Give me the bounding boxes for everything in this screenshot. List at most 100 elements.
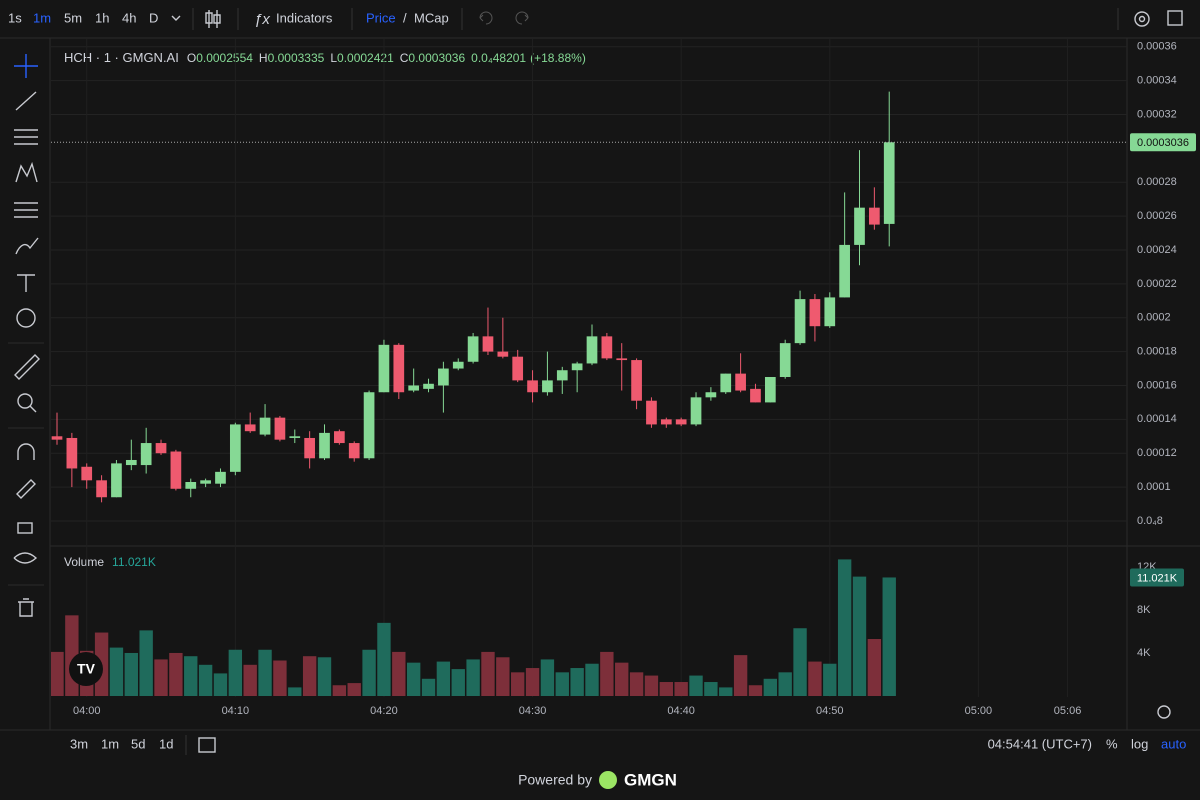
candle-body — [378, 344, 390, 393]
candle-body — [690, 397, 702, 425]
volume-bar — [184, 656, 198, 696]
candle-body — [854, 207, 865, 245]
pattern-tool[interactable] — [15, 161, 38, 183]
interval-button[interactable]: 1h — [95, 10, 109, 25]
volume-bar — [748, 685, 763, 696]
volume-bar — [421, 678, 436, 696]
stay-drawing-tool[interactable] — [16, 479, 36, 499]
axis-settings-icon[interactable] — [1157, 705, 1171, 719]
y-tick-label: 0.00024 — [1137, 244, 1177, 256]
volume-bar — [124, 652, 138, 696]
undo-icon[interactable] — [479, 11, 493, 25]
interval-button[interactable]: 1s — [8, 10, 22, 25]
chart-type-icon[interactable] — [205, 10, 221, 28]
candle-body — [660, 419, 672, 425]
visibility-tool[interactable] — [13, 552, 38, 564]
settings-icon[interactable] — [1134, 11, 1150, 27]
candle-body — [66, 437, 78, 469]
change-percent: (+18.88%) — [530, 51, 586, 65]
text-tool[interactable] — [17, 274, 35, 292]
log-toggle[interactable]: log — [1131, 736, 1148, 751]
candle-body — [111, 463, 122, 498]
volume-tick-label: 8K — [1137, 604, 1151, 616]
redo-icon[interactable] — [515, 11, 529, 25]
crosshair-tool[interactable] — [14, 54, 38, 78]
volume-bar — [169, 652, 183, 696]
volume-bar — [466, 659, 480, 696]
zoom-tool[interactable] — [17, 393, 33, 409]
x-tick-label: 04:00 — [73, 705, 101, 717]
brand: GMGN — [624, 770, 677, 789]
candle-body — [348, 443, 360, 459]
mcap-toggle[interactable]: MCap — [414, 10, 449, 25]
candle-body — [423, 383, 434, 389]
volume-bar — [198, 664, 213, 696]
volume-bar — [733, 655, 748, 696]
volume-bar — [540, 659, 555, 696]
brush-tool[interactable] — [15, 237, 39, 255]
forecast-tool[interactable] — [14, 202, 38, 218]
y-tick-label: 0.0001 — [1137, 481, 1171, 493]
remove-tool[interactable] — [18, 598, 34, 617]
trend-line-tool[interactable] — [15, 91, 37, 111]
candle-body — [81, 466, 93, 481]
candle-body — [883, 142, 895, 224]
lock-tool[interactable] — [17, 522, 33, 534]
candle-body — [616, 358, 628, 361]
volume-tick-label: 4K — [1137, 647, 1151, 659]
range-button[interactable]: 3m — [70, 736, 88, 751]
candle-body — [274, 417, 286, 440]
ruler-tool[interactable] — [14, 354, 40, 380]
date-range-icon[interactable] — [198, 737, 216, 753]
volume-bar — [406, 662, 421, 696]
powered-by: Powered by — [518, 772, 592, 788]
y-tick-label: 0.00026 — [1137, 210, 1177, 222]
fx-icon[interactable]: ƒx — [254, 11, 270, 28]
interval-button[interactable]: 1m — [33, 10, 51, 25]
volume-bar — [585, 663, 599, 696]
magnet-tool[interactable] — [17, 443, 35, 460]
candle-body — [155, 443, 167, 454]
last-price-label: 0.0003036 — [1137, 137, 1189, 149]
candle-body — [824, 297, 836, 327]
range-button[interactable]: 1d — [159, 736, 173, 751]
last-volume-badge — [1130, 568, 1184, 587]
candle-body — [215, 471, 226, 484]
volume-bar — [704, 682, 718, 696]
clock: 04:54:41 (UTC+7) — [988, 736, 1092, 751]
volume-bar — [109, 647, 124, 696]
axes: 0.0₄8 0.0001 0.00012 0.00014 0.00016 0.00018 0… — [51, 41, 1196, 717]
fib-tool[interactable] — [14, 129, 38, 145]
candle-body — [140, 443, 152, 466]
price-toggle[interactable]: Price — [366, 10, 396, 25]
volume-bar — [867, 638, 882, 696]
indicators-button[interactable]: Indicators — [276, 10, 333, 25]
legend-label: O — [187, 51, 196, 65]
change-value: 0.0₄48201 — [471, 51, 526, 65]
emoji-tool[interactable] — [16, 308, 36, 328]
volume-bar — [302, 656, 317, 696]
dropdown-icon[interactable] — [171, 15, 181, 21]
volume-bar — [481, 651, 495, 696]
high-value: 0.0003335 — [268, 51, 325, 65]
volume-bar — [659, 682, 673, 696]
volume-bar — [511, 672, 525, 696]
auto-toggle[interactable]: auto — [1161, 736, 1186, 751]
candle-body — [96, 480, 107, 498]
range-button[interactable]: 1m — [101, 736, 119, 751]
interval-button[interactable]: 5m — [64, 10, 82, 25]
interval-button[interactable]: D — [149, 10, 158, 25]
percent-toggle[interactable]: % — [1106, 736, 1118, 751]
volume-bar — [362, 649, 376, 696]
volume-bar — [882, 577, 896, 696]
range-button[interactable]: 5d — [131, 736, 145, 751]
volume-bar — [823, 663, 837, 696]
fullscreen-icon[interactable] — [1167, 10, 1183, 26]
candle-body — [764, 377, 776, 403]
candle-body — [289, 436, 301, 438]
candle-body — [185, 482, 197, 489]
interval-button[interactable]: 4h — [122, 10, 136, 25]
candle-body — [304, 437, 315, 459]
x-tick-label: 04:10 — [222, 705, 250, 717]
candle-body — [259, 417, 271, 435]
